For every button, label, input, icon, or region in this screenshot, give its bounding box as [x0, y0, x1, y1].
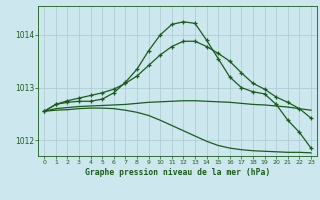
X-axis label: Graphe pression niveau de la mer (hPa): Graphe pression niveau de la mer (hPa): [85, 168, 270, 177]
